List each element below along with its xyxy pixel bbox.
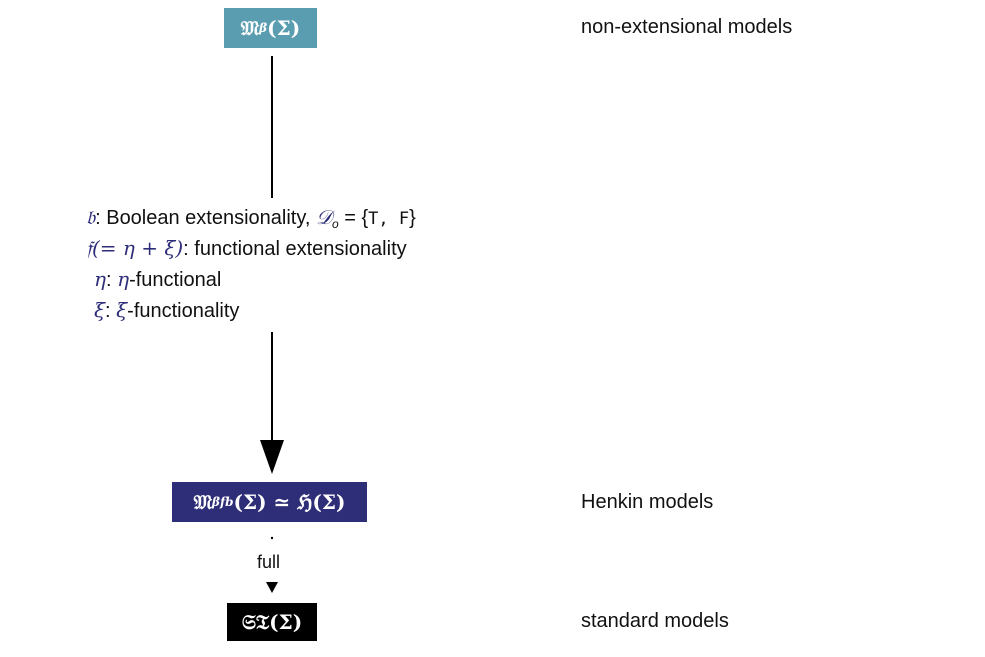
cond-eta-text: -functional: [129, 269, 222, 291]
node-top-rest: (Σ): [267, 16, 301, 40]
node-henkin-main: 𝔐: [193, 490, 212, 514]
condition-boolean: 𝔟: Boolean extensionality, 𝒟o = {T, F}: [86, 205, 416, 231]
cond-b-close: }: [409, 207, 416, 229]
node-top-sub: β: [259, 21, 268, 35]
cond-xi-sep: :: [105, 300, 117, 322]
arrowhead-henkin: [260, 440, 284, 474]
cond-eta-sep: :: [105, 269, 118, 291]
cond-eta-symbol: η: [94, 267, 106, 291]
label-standard-models: standard models: [581, 610, 729, 632]
cond-b-text: : Boolean extensionality,: [95, 207, 316, 229]
condition-functional: 𝔣(= η + ξ): functional extensionality: [86, 236, 407, 261]
label-henkin-models: Henkin models: [581, 491, 714, 513]
cond-xi-symbol2: ξ: [116, 298, 128, 322]
condition-xi: ξ: ξ-functionality: [94, 298, 239, 323]
condition-eta: η: η-functional: [94, 267, 221, 292]
cond-b-math-sub: o: [331, 217, 339, 231]
cond-b-eq: = {: [338, 207, 369, 229]
node-henkin-rest: (Σ) ≃ ℌ(Σ): [233, 490, 346, 514]
dot-full-start: [270, 536, 274, 540]
cond-eta-symbol2: η: [117, 267, 130, 291]
node-top-main: 𝔐: [240, 16, 260, 40]
edge-label-full: full: [257, 552, 281, 572]
cond-b-tf: T, F: [368, 209, 410, 229]
cond-f-symbol: 𝔣: [86, 236, 92, 260]
cond-b-math: 𝒟: [316, 205, 332, 229]
cond-xi-text: -functionality: [127, 300, 240, 322]
arrowhead-standard: [266, 582, 278, 593]
label-non-extensional-models: non-extensional models: [581, 16, 793, 38]
cond-f-text: : functional extensionality: [183, 238, 407, 260]
cond-f-math: (= η + ξ): [91, 236, 184, 260]
node-henkin-sub: βfb: [211, 495, 234, 509]
cond-xi-symbol: ξ: [94, 298, 106, 322]
node-standard-models: 𝔖𝔗(Σ): [227, 603, 317, 641]
cond-b-symbol: 𝔟: [86, 205, 96, 229]
